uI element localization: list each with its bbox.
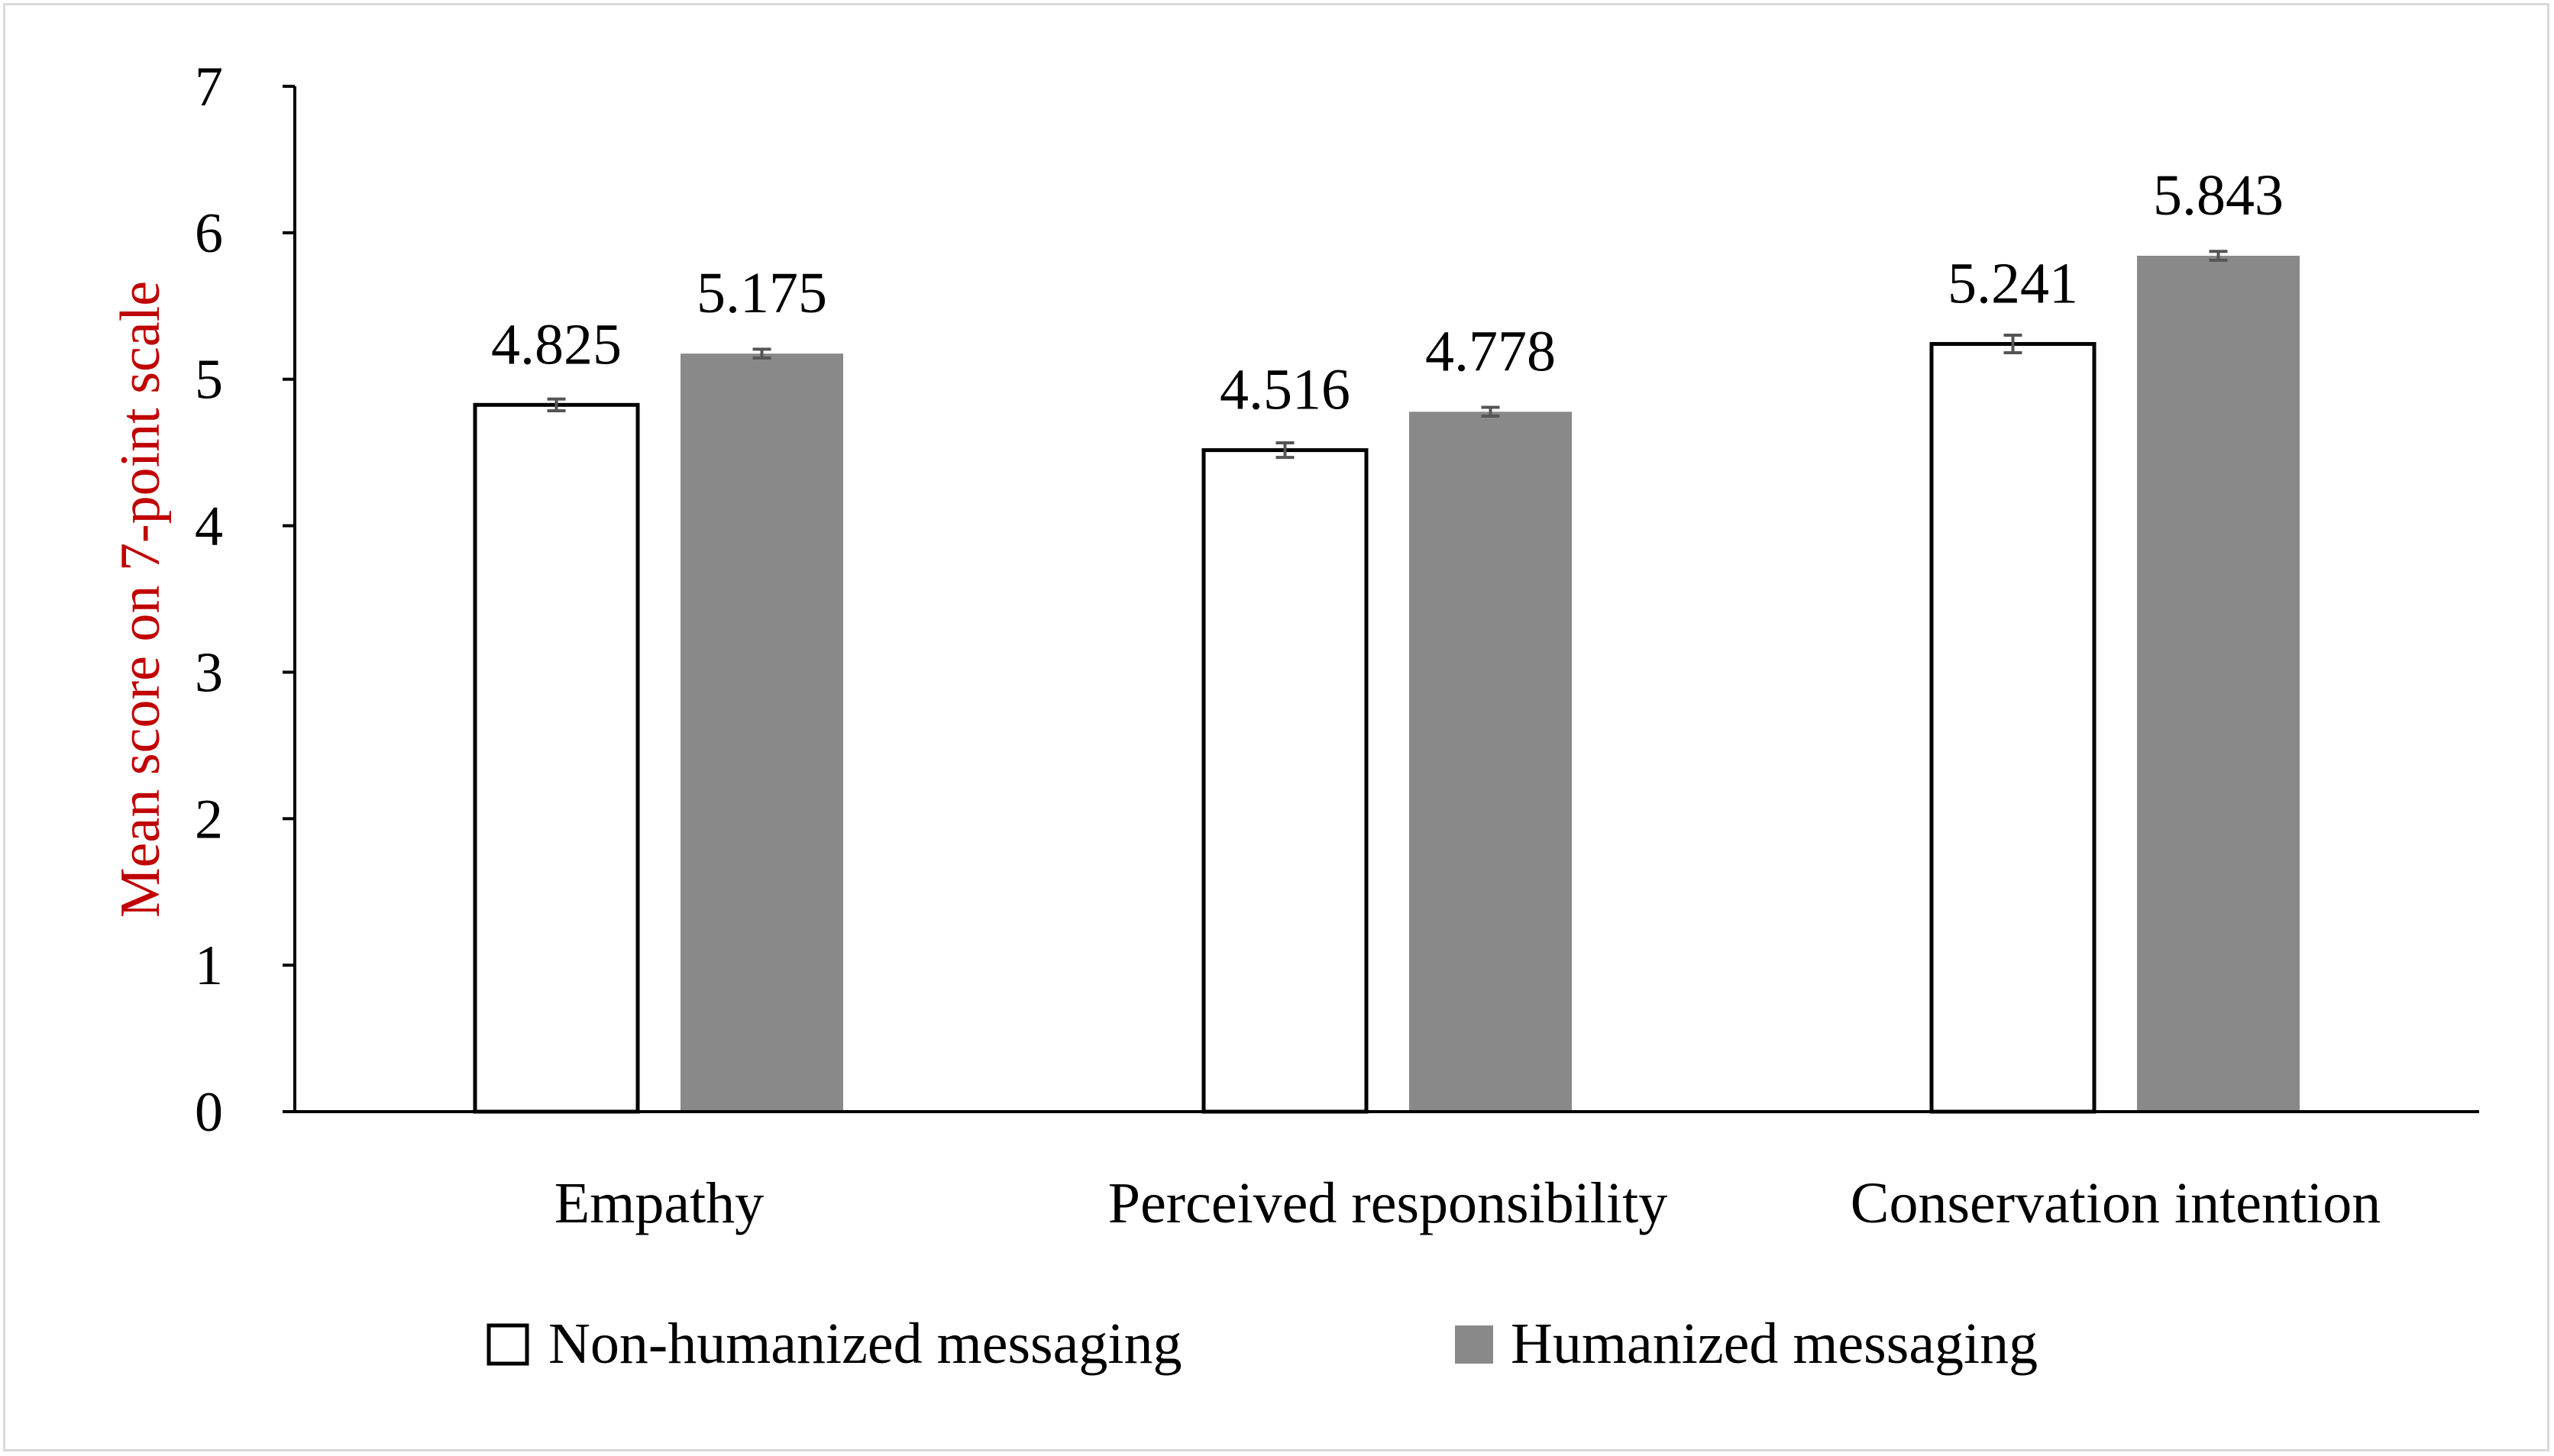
error-bar (752, 347, 771, 360)
legend: Non-humanized messaging Humanized messag… (487, 1312, 2038, 1376)
y-tick-label: 5 (195, 349, 223, 412)
y-tick-label: 6 (195, 202, 223, 265)
x-category-label: Conservation intention (1851, 1171, 2381, 1235)
data-label: 4.516 (1220, 358, 1350, 422)
data-label: 5.241 (1948, 251, 2078, 315)
data-labels-layer: 4.825 5.175 4.516 4.778 5.241 5.843 (491, 163, 2284, 422)
y-tick-label: 4 (195, 496, 223, 558)
error-bar (2003, 333, 2022, 354)
y-tick-label: 3 (195, 641, 223, 704)
y-tick-label: 7 (195, 56, 223, 118)
bars-layer (473, 255, 2300, 1114)
axes (293, 86, 2479, 1113)
bar-non-humanized (1201, 448, 1369, 1114)
y-tick-label: 1 (195, 935, 223, 997)
bar-non-humanized (1929, 341, 2097, 1114)
error-bar (2209, 250, 2228, 262)
data-label: 5.175 (697, 261, 827, 325)
legend-swatch-humanized (1455, 1325, 1493, 1364)
y-ticks: 0 1 2 3 4 5 6 7 (195, 56, 295, 1144)
x-category-label: Empathy (554, 1171, 764, 1235)
data-label: 4.825 (491, 312, 622, 376)
bar-non-humanized (473, 402, 640, 1114)
error-bars-layer (547, 250, 2228, 460)
bar-humanized (681, 354, 843, 1112)
error-bar (1481, 405, 1500, 418)
error-bar (547, 397, 566, 412)
legend-label-humanized: Humanized messaging (1511, 1312, 2038, 1376)
data-label: 5.843 (2153, 163, 2284, 228)
x-category-label: Perceived responsibility (1108, 1171, 1667, 1235)
y-tick-label: 2 (195, 788, 223, 851)
legend-label-non-humanized: Non-humanized messaging (548, 1312, 1182, 1376)
bar-humanized (2137, 255, 2300, 1112)
y-axis-label: Mean score on 7-point scale (109, 281, 172, 918)
error-bar (1275, 441, 1295, 460)
legend-swatch-non-humanized (487, 1323, 529, 1366)
data-label: 4.778 (1425, 319, 1556, 383)
x-category-labels: Empathy Perceived responsibility Conservat… (554, 1171, 2381, 1235)
y-tick-label: 0 (195, 1081, 223, 1144)
bar-humanized (1409, 412, 1572, 1112)
